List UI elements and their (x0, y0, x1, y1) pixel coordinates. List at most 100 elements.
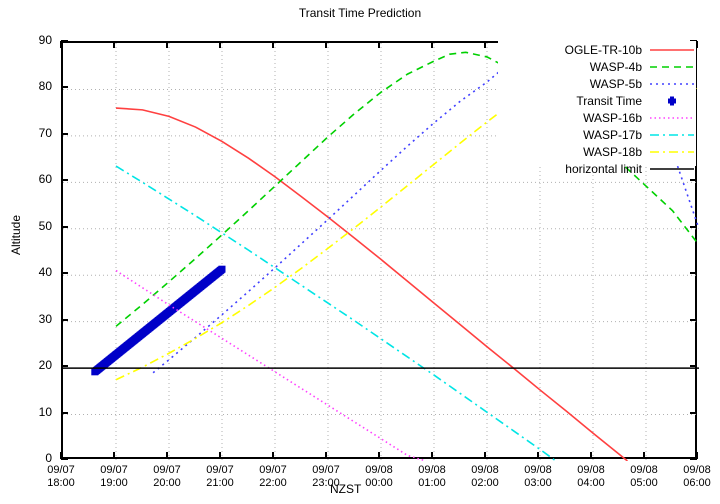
y-tick-label: 10 (38, 404, 52, 419)
y-tick-mark (61, 86, 68, 89)
x-tick-mark-top (325, 41, 327, 48)
y-tick-mark (61, 272, 68, 275)
legend-item-label: WASP-18b (583, 144, 642, 159)
legend-item-label: WASP-4b (589, 59, 642, 74)
x-tick-mark-top (484, 41, 486, 48)
series-points (91, 265, 226, 376)
x-tick-label: 09/07 20:00 (153, 464, 181, 489)
legend-item-swatch (648, 95, 696, 107)
y-tick-mark-right (690, 458, 697, 460)
y-tick-label: 20 (38, 358, 52, 373)
legend: OGLE-TR-10b WASP-4b WASP-5b Transit Time WAS… (498, 41, 696, 176)
x-tick-mark-top (696, 41, 698, 48)
x-tick-mark (325, 452, 327, 459)
y-tick-mark (61, 458, 68, 460)
y-tick-label: 40 (38, 265, 52, 280)
x-tick-mark (60, 452, 62, 459)
y-tick-label: 0 (45, 451, 52, 465)
y-tick-label: 50 (38, 218, 52, 233)
legend-item[interactable]: WASP-4b (498, 58, 696, 75)
x-tick-mark (643, 452, 645, 459)
y-tick-label: 80 (38, 79, 52, 94)
y-axis-label: Altitude (9, 214, 23, 256)
legend-item-swatch (648, 163, 696, 175)
legend-item-swatch (648, 78, 696, 90)
legend-item-label: horizontal limit (565, 161, 642, 176)
x-axis-label: NZST (330, 482, 362, 496)
x-tick-label: 09/07 23:00 (312, 464, 340, 489)
series-lines (63, 50, 699, 461)
x-tick-label: 09/07 18:00 (47, 464, 75, 489)
series-line (115, 51, 699, 327)
x-tick-mark (590, 452, 592, 459)
y-tick-mark-right (690, 179, 697, 182)
gridlines (63, 43, 699, 461)
legend-item-swatch (648, 44, 696, 56)
x-tick-mark (484, 452, 486, 459)
y-tick-mark-right (690, 318, 697, 321)
x-tick-mark-top (219, 41, 221, 48)
x-tick-mark (166, 452, 168, 459)
series-line (115, 269, 427, 461)
y-tick-mark-right (690, 411, 697, 414)
x-tick-label: 09/07 21:00 (206, 464, 234, 489)
x-tick-mark (537, 452, 539, 459)
legend-item-swatch (648, 61, 696, 73)
legend-item[interactable]: Transit Time (498, 92, 696, 109)
x-tick-label: 09/08 03:00 (524, 464, 552, 489)
legend-item-label: WASP-5b (589, 76, 642, 91)
x-tick-label: 09/07 19:00 (100, 464, 128, 489)
x-tick-mark-top (113, 41, 115, 48)
x-tick-mark (272, 452, 274, 459)
x-tick-mark (431, 452, 433, 459)
legend-item-label: OGLE-TR-10b (564, 42, 642, 57)
x-tick-mark-top (166, 41, 168, 48)
plot-canvas (63, 43, 699, 461)
legend-item-label: WASP-17b (583, 127, 642, 142)
legend-item-swatch (648, 112, 696, 124)
x-tick-mark (378, 452, 380, 459)
y-tick-mark (61, 411, 68, 414)
x-tick-mark-top (60, 41, 62, 48)
x-tick-mark (113, 452, 115, 459)
y-tick-mark (61, 225, 68, 228)
y-tick-label: 30 (38, 311, 52, 326)
legend-item[interactable]: WASP-5b (498, 75, 696, 92)
y-tick-mark-right (690, 225, 697, 228)
y-tick-mark (61, 179, 68, 182)
x-tick-label: 09/08 05:00 (630, 464, 658, 489)
y-tick-mark (61, 365, 68, 368)
series-line (115, 107, 628, 461)
y-tick-label: 60 (38, 172, 52, 187)
x-tick-mark (696, 452, 698, 459)
legend-item[interactable]: horizontal limit (498, 160, 696, 177)
x-tick-label: 09/08 02:00 (471, 464, 499, 489)
y-tick-mark-right (690, 365, 697, 368)
y-tick-mark (61, 132, 68, 135)
legend-item[interactable]: OGLE-TR-10b (498, 41, 696, 58)
x-tick-label: 09/08 06:00 (683, 464, 711, 489)
legend-item[interactable]: WASP-16b (498, 109, 696, 126)
x-tick-mark-top (272, 41, 274, 48)
x-tick-mark-top (431, 41, 433, 48)
legend-item-label: WASP-16b (583, 110, 642, 125)
x-tick-mark-top (378, 41, 380, 48)
x-tick-label: 09/08 00:00 (365, 464, 393, 489)
y-tick-mark-right (690, 272, 697, 275)
legend-item-label: Transit Time (576, 93, 642, 108)
legend-item-swatch (648, 129, 696, 141)
x-tick-label: 09/08 01:00 (418, 464, 446, 489)
y-tick-mark (61, 40, 68, 42)
x-tick-label: 09/08 04:00 (577, 464, 605, 489)
y-tick-label: 70 (38, 125, 52, 140)
legend-item-swatch (648, 146, 696, 158)
y-tick-label: 90 (38, 33, 52, 47)
page-title: Transit Time Prediction (298, 6, 422, 20)
x-tick-mark (219, 452, 221, 459)
y-tick-mark (61, 318, 68, 321)
series-line (115, 165, 557, 461)
legend-item[interactable]: WASP-18b (498, 143, 696, 160)
legend-item[interactable]: WASP-17b (498, 126, 696, 143)
x-tick-label: 09/07 22:00 (259, 464, 287, 489)
